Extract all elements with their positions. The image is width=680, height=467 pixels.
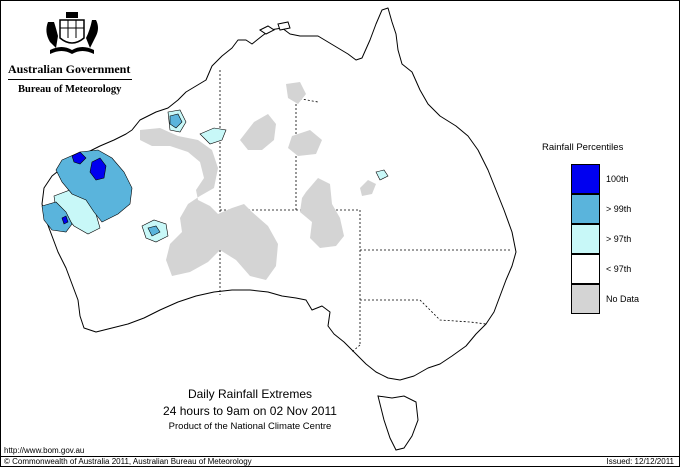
legend-label-99th: > 99th [606,204,632,214]
legend-label-below-97th: < 97th [606,264,632,274]
agency-name: Bureau of Meteorology [18,84,122,95]
footer-divider [0,456,680,457]
government-name: Australian Government [8,62,131,76]
tasmania-outline [377,395,419,451]
legend-label-97th: > 97th [606,234,632,244]
legend-swatch-below-97th [571,254,600,284]
issued-date: Issued: 12/12/2011 [606,457,674,466]
mainland-outline [41,7,517,381]
legend-title: Rainfall Percentiles [542,142,624,153]
bom-url-link[interactable]: http://www.bom.gov.au [4,446,85,455]
legend-swatch-97th [571,224,600,254]
map-title-block: Daily Rainfall Extremes 24 hours to 9am … [120,386,380,434]
legend-swatch-no-data [571,284,600,314]
legend-label-no-data: No Data [606,294,640,304]
copyright-text: © Commonwealth of Australia 2011, Austra… [4,457,252,466]
legend-swatch-99th [571,194,600,224]
rain-100th-regions [61,151,107,225]
north-island-2 [277,21,291,31]
coat-of-arms-icon [46,12,98,54]
logo-divider [8,79,132,80]
north-island [259,25,275,35]
map-period: 24 hours to 9am on 02 Nov 2011 [163,404,337,418]
map-producer: Product of the National Climate Centre [168,421,332,432]
legend-swatch-100th [571,164,600,194]
no-data-regions [140,82,376,280]
map-title: Daily Rainfall Extremes [187,387,313,401]
rain-99th-regions [41,113,183,237]
government-logo: Australian Government Bureau of Meteorol… [8,8,132,98]
legend-label-100th: 100th [606,174,629,184]
